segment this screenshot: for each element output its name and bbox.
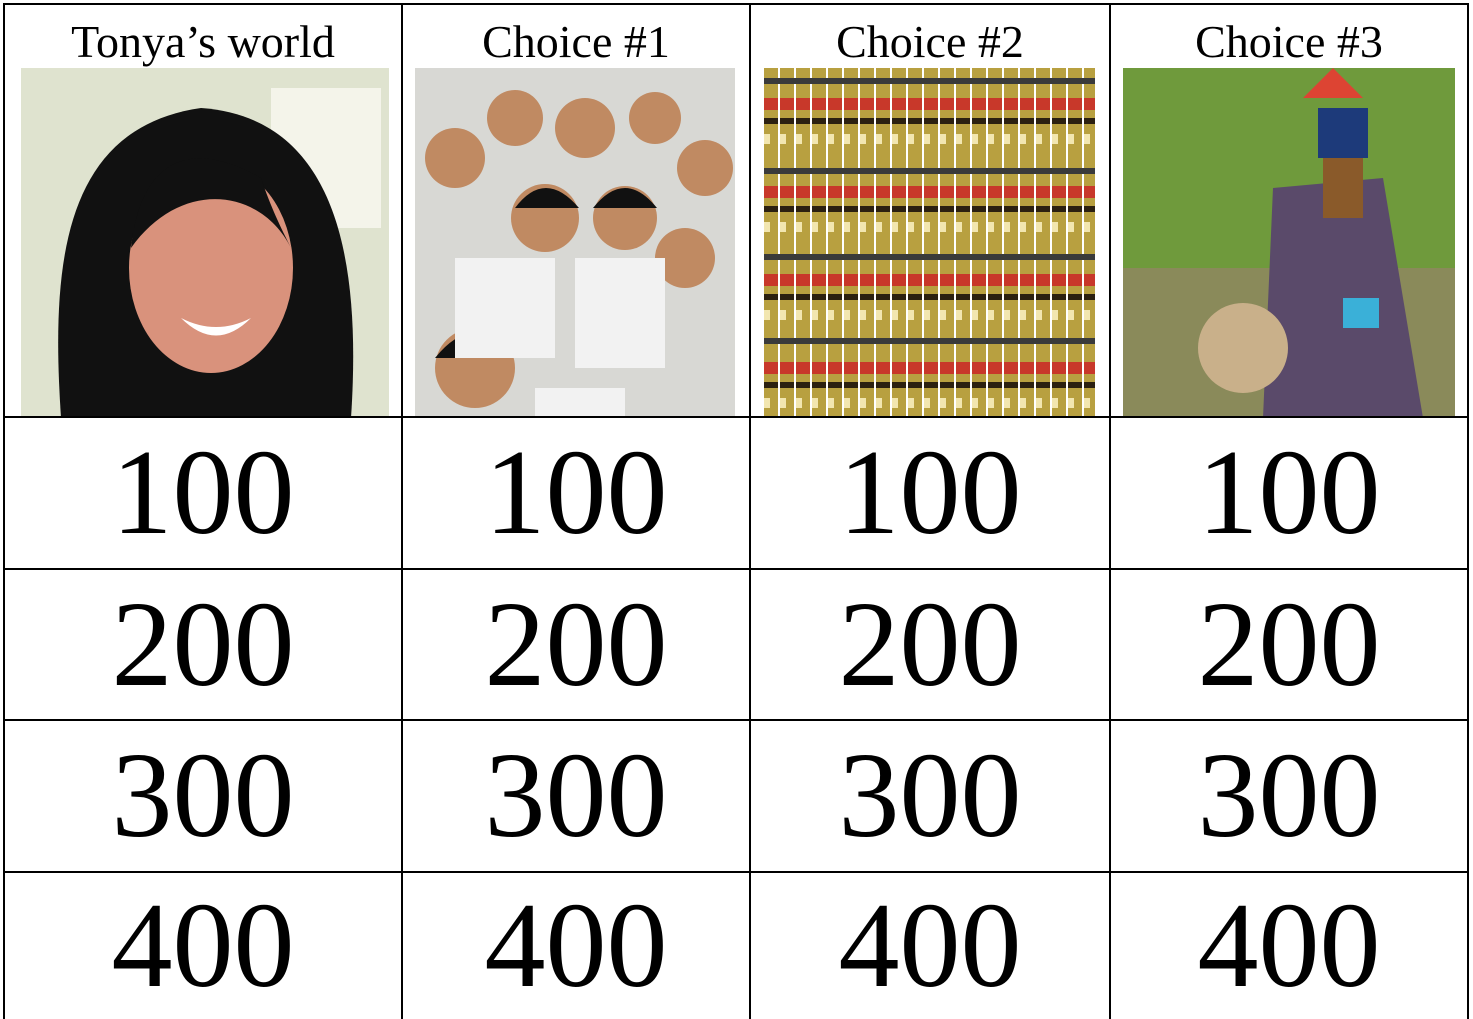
point-value-cell[interactable]: 100	[401, 416, 749, 568]
column-title: Tonya’s world	[5, 7, 401, 77]
point-value-cell[interactable]: 400	[749, 871, 1109, 1019]
point-value-cell[interactable]: 300	[3, 719, 401, 871]
point-value-cell[interactable]: 400	[401, 871, 749, 1019]
children-image	[415, 68, 735, 418]
point-value-cell[interactable]: 100	[749, 416, 1109, 568]
header-cell: Choice #1	[401, 3, 749, 416]
header-cell: Choice #2	[749, 3, 1109, 416]
board-page: Tonya’s world Choice #1 Choice #2	[0, 0, 1473, 1019]
costume-image	[1123, 68, 1455, 418]
column-title: Choice #2	[751, 7, 1109, 77]
column-title: Choice #3	[1111, 7, 1467, 77]
point-value-cell[interactable]: 100	[3, 416, 401, 568]
point-value-cell[interactable]: 300	[401, 719, 749, 871]
point-value-cell[interactable]: 300	[749, 719, 1109, 871]
column-title: Choice #1	[403, 7, 749, 77]
header-cell: Choice #3	[1109, 3, 1469, 416]
point-value-cell[interactable]: 200	[401, 568, 749, 719]
portrait-image	[21, 68, 389, 418]
point-value-cell[interactable]: 200	[1109, 568, 1469, 719]
point-value-cell[interactable]: 200	[749, 568, 1109, 719]
point-value-cell[interactable]: 200	[3, 568, 401, 719]
point-value-cell[interactable]: 400	[3, 871, 401, 1019]
books-image	[764, 68, 1095, 418]
header-cell: Tonya’s world	[3, 3, 401, 416]
point-value-cell[interactable]: 400	[1109, 871, 1469, 1019]
point-value-cell[interactable]: 100	[1109, 416, 1469, 568]
point-value-cell[interactable]: 300	[1109, 719, 1469, 871]
